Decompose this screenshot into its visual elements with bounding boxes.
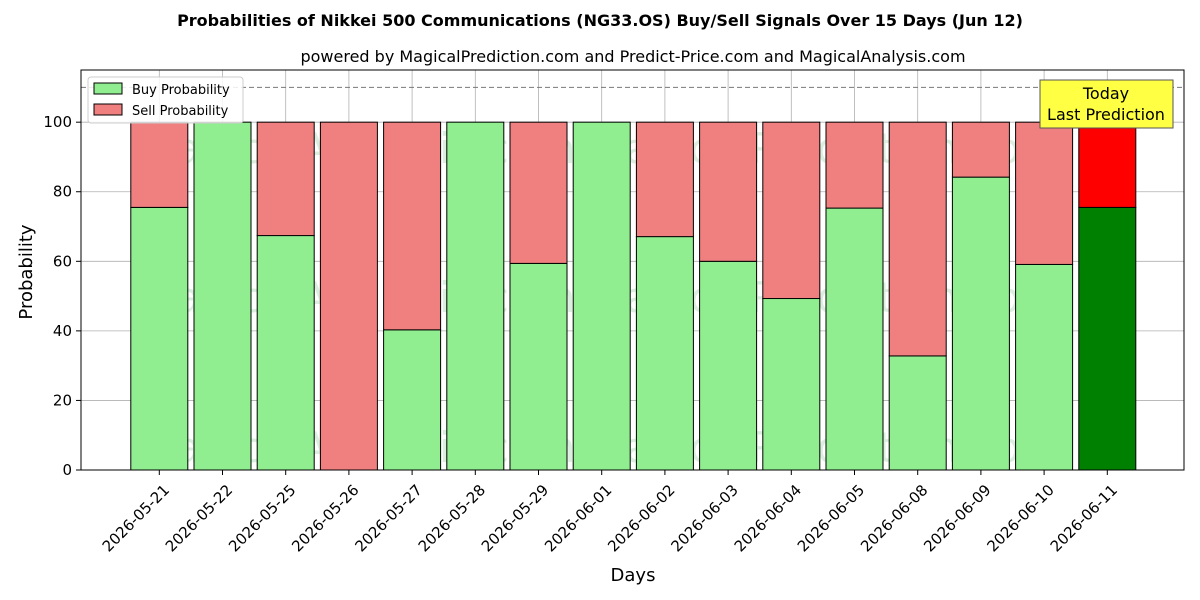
x-tick-label: 2026-06-05 bbox=[794, 481, 868, 555]
plot-area bbox=[80, 69, 1185, 471]
sell-bar bbox=[256, 121, 315, 237]
x-tick-label: 2026-05-28 bbox=[415, 481, 489, 555]
x-tick-label: 2026-06-04 bbox=[731, 481, 805, 555]
x-tick-label: 2026-06-10 bbox=[983, 481, 1057, 555]
sell-bar bbox=[383, 121, 442, 331]
sell-bar bbox=[509, 121, 568, 264]
y-tick-label: 60 bbox=[53, 252, 72, 270]
today-line2: Last Prediction bbox=[1047, 105, 1165, 124]
sell-bar bbox=[1078, 121, 1137, 208]
x-axis: 2026-05-212026-05-222026-05-252026-05-26… bbox=[99, 470, 1121, 555]
buy-bar bbox=[446, 121, 505, 471]
y-tick-label: 40 bbox=[53, 322, 72, 340]
x-axis-label: Days bbox=[611, 565, 656, 586]
y-tick-label: 0 bbox=[62, 461, 72, 479]
buy-bar bbox=[130, 206, 189, 471]
y-axis: 0 20 40 60 80 100 bbox=[43, 113, 81, 479]
legend: Buy Probability Sell Probability bbox=[87, 76, 244, 124]
buy-bar bbox=[951, 176, 1010, 471]
buy-bar bbox=[762, 298, 821, 471]
buy-bar bbox=[572, 121, 631, 471]
x-tick-label: 2026-06-01 bbox=[541, 481, 615, 555]
y-tick-label: 20 bbox=[53, 391, 72, 409]
buy-bar bbox=[509, 262, 568, 471]
x-tick-label: 2026-06-02 bbox=[604, 481, 678, 555]
chart-subtitle: powered by MagicalPrediction.com and Pre… bbox=[300, 47, 965, 66]
buy-bar bbox=[193, 121, 252, 471]
buy-bar bbox=[383, 329, 442, 471]
x-tick-label: 2026-05-26 bbox=[288, 481, 362, 555]
y-axis-label: Probability bbox=[16, 224, 37, 319]
x-tick-label: 2026-05-25 bbox=[225, 481, 299, 555]
x-tick-label: 2026-06-09 bbox=[920, 481, 994, 555]
x-tick-label: 2026-06-11 bbox=[1047, 481, 1121, 555]
sell-bar bbox=[635, 121, 694, 238]
buy-bar bbox=[1078, 206, 1137, 471]
sell-bar bbox=[888, 121, 947, 357]
legend-sell-label: Sell Probability bbox=[132, 104, 229, 119]
x-tick-label: 2026-06-03 bbox=[667, 481, 741, 555]
sell-bar bbox=[825, 121, 884, 209]
buy-bar bbox=[1015, 263, 1074, 471]
x-tick-label: 2026-05-22 bbox=[162, 481, 236, 555]
today-line1: Today bbox=[1082, 84, 1129, 103]
legend-sell-swatch bbox=[93, 103, 123, 116]
x-tick-label: 2026-06-08 bbox=[857, 481, 931, 555]
y-tick-label: 100 bbox=[43, 113, 72, 131]
sell-bar bbox=[319, 121, 378, 471]
legend-buy-swatch bbox=[93, 82, 123, 95]
buy-bar bbox=[699, 260, 758, 471]
buy-bar bbox=[825, 207, 884, 471]
sell-bar bbox=[1015, 121, 1074, 265]
x-tick-label: 2026-05-21 bbox=[99, 481, 173, 555]
chart-title: Probabilities of Nikkei 500 Communicatio… bbox=[177, 11, 1023, 30]
buy-bar bbox=[635, 236, 694, 471]
buy-bar bbox=[256, 235, 315, 471]
sell-bar bbox=[951, 121, 1010, 178]
sell-bar bbox=[762, 121, 821, 300]
buy-bar bbox=[888, 355, 947, 471]
sell-bar bbox=[699, 121, 758, 262]
today-box bbox=[1039, 79, 1174, 129]
legend-box bbox=[87, 76, 244, 124]
legend-buy-label: Buy Probability bbox=[132, 83, 230, 98]
bars bbox=[130, 121, 1137, 471]
x-tick-label: 2026-05-29 bbox=[478, 481, 552, 555]
y-tick-label: 80 bbox=[53, 183, 72, 201]
x-tick-label: 2026-05-27 bbox=[351, 481, 425, 555]
today-annotation: Today Last Prediction bbox=[1039, 79, 1174, 129]
sell-bar bbox=[130, 121, 189, 208]
